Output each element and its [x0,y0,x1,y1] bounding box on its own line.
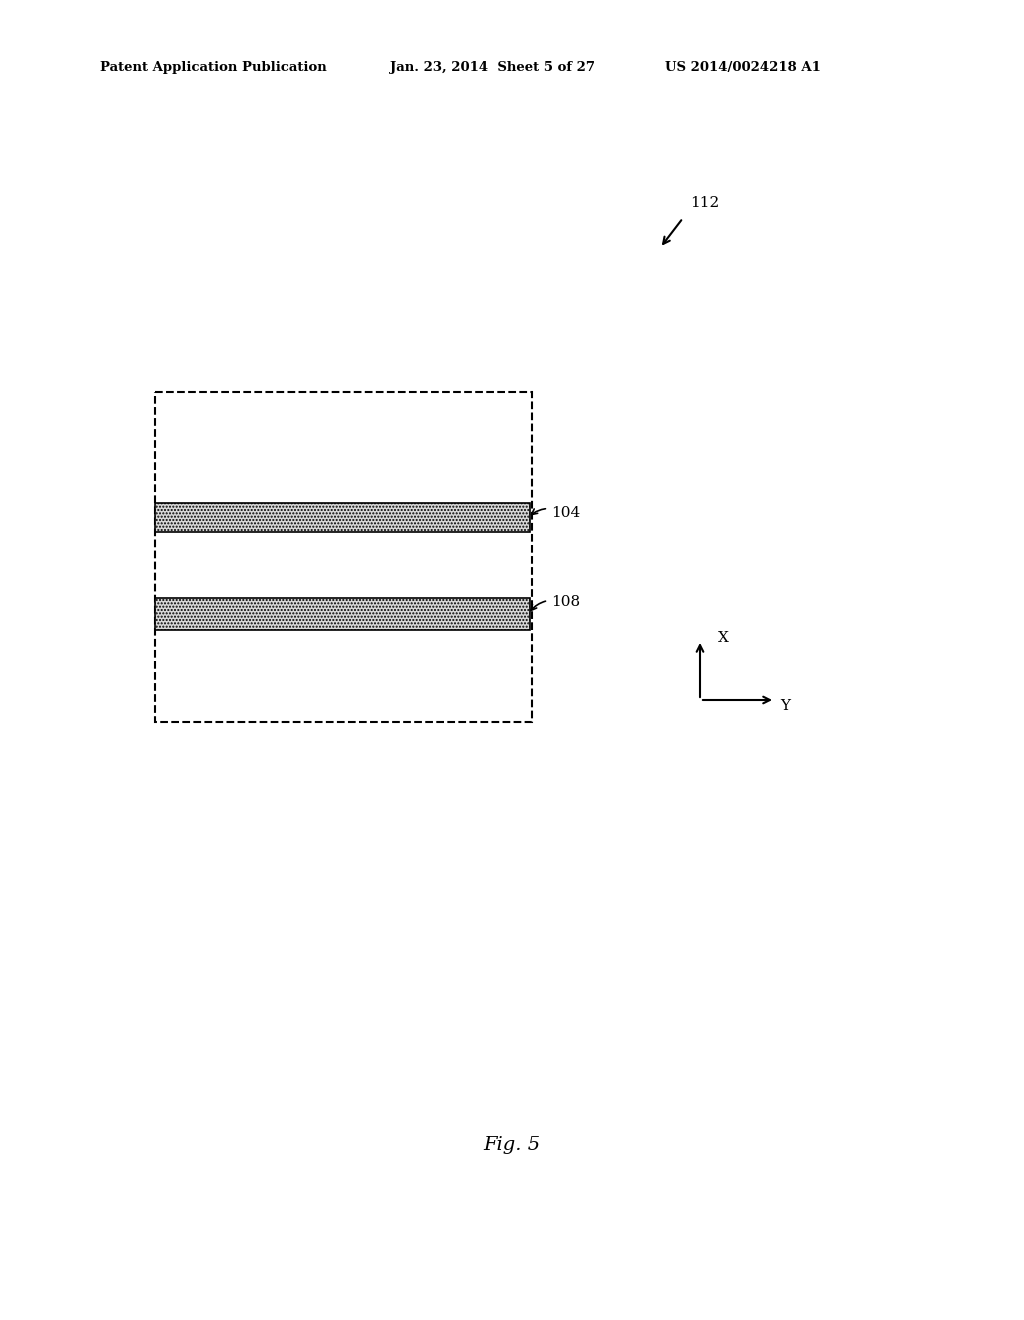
Text: 112: 112 [690,195,719,210]
Text: Jan. 23, 2014  Sheet 5 of 27: Jan. 23, 2014 Sheet 5 of 27 [390,62,595,74]
Text: X: X [718,631,729,645]
Bar [155,598,530,630]
Bar [155,503,530,532]
Text: Patent Application Publication: Patent Application Publication [100,62,327,74]
Text: US 2014/0024218 A1: US 2014/0024218 A1 [665,62,821,74]
Text: Y: Y [780,700,790,713]
Bar [155,392,532,722]
Text: 108: 108 [531,595,581,610]
Text: Fig. 5: Fig. 5 [483,1137,541,1154]
Text: 104: 104 [531,506,581,520]
